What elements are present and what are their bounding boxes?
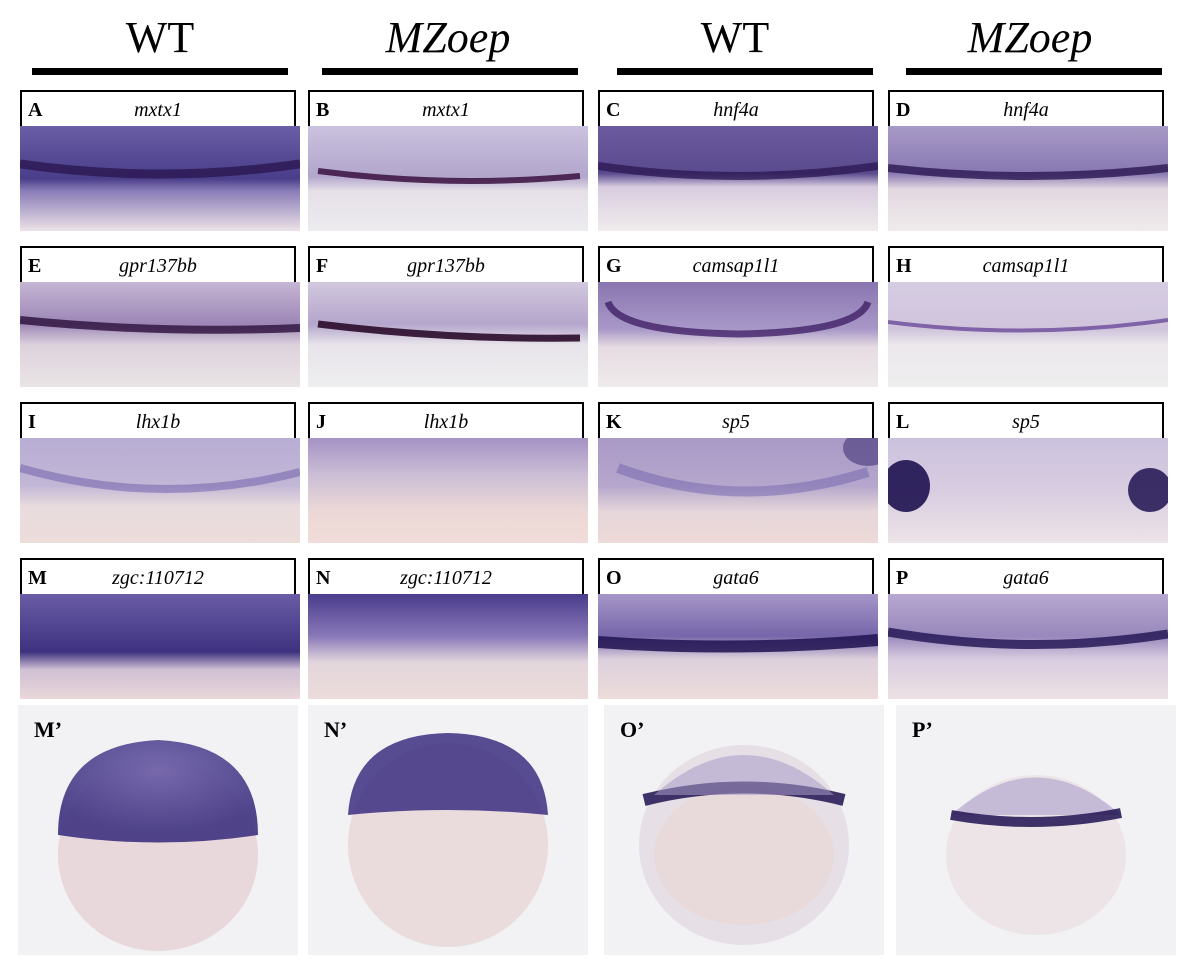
gene-name: lhx1b [423, 411, 469, 433]
panel-letter: A [28, 99, 43, 121]
embryo-image [888, 126, 1168, 231]
panel-label-box: D hnf4a [888, 90, 1164, 126]
embryo-image [308, 438, 588, 543]
gene-name: zgc:110712 [400, 567, 492, 589]
panel-letter: P [896, 567, 909, 589]
column-rule [322, 68, 578, 75]
panel-label-box: L sp5 [888, 402, 1164, 438]
panel-p-prime: P’ [896, 705, 1176, 955]
embryo-image [20, 126, 300, 231]
panel-label-box: P gata6 [888, 558, 1164, 594]
panel-letter: K [606, 411, 622, 433]
whole-embryo-image [18, 705, 298, 955]
whole-embryo-image [604, 705, 884, 955]
panel-label-box: A mxtx1 [20, 90, 296, 126]
embryo-image [888, 282, 1168, 387]
panel-letter: J [316, 411, 326, 433]
embryo-image [20, 438, 300, 543]
embryo-image [598, 282, 878, 387]
column-rule [32, 68, 288, 75]
panel-label-box: E gpr137bb [20, 246, 296, 282]
embryo-image [598, 594, 878, 699]
gene-name: zgc:110712 [112, 567, 204, 589]
embryo-image [308, 126, 588, 231]
panel-label-box: H camsap1l1 [888, 246, 1164, 282]
panel-letter: F [316, 255, 329, 277]
panel-label-box: N zgc:110712 [308, 558, 584, 594]
panel-letter: I [28, 411, 36, 433]
embryo-image [20, 282, 300, 387]
embryo-image [308, 594, 588, 699]
column-header-mzoep-1: MZoep [385, 13, 511, 62]
column-rule [617, 68, 873, 75]
panel-label-box: I lhx1b [20, 402, 296, 438]
panel-letter: L [896, 411, 910, 433]
panel-label-box: F gpr137bb [308, 246, 584, 282]
panel-label-box: K sp5 [598, 402, 874, 438]
embryo-image [888, 438, 1168, 543]
gene-name: gata6 [1003, 567, 1049, 589]
panel-letter: E [28, 255, 42, 277]
gene-name: lhx1b [135, 411, 181, 433]
panel-label-box: J lhx1b [308, 402, 584, 438]
gene-name: gpr137bb [119, 255, 197, 277]
column-header-wt-1: WT [125, 13, 195, 62]
panel-letter: O [606, 567, 622, 589]
panel-label-box: C hnf4a [598, 90, 874, 126]
column-rule [906, 68, 1162, 75]
panel-letter: P’ [912, 717, 933, 742]
panel-label-box: G camsap1l1 [598, 246, 874, 282]
panel-letter: N [316, 567, 331, 589]
gene-name: mxtx1 [422, 99, 470, 121]
panel-label-box: O gata6 [598, 558, 874, 594]
gene-name: mxtx1 [134, 99, 182, 121]
embryo-image [598, 438, 878, 543]
panel-o-prime: O’ [604, 705, 884, 955]
column-header-wt-2: WT [700, 13, 770, 62]
gene-name: hnf4a [713, 99, 759, 121]
embryo-image [308, 282, 588, 387]
panel-letter: G [606, 255, 622, 277]
gene-name: gpr137bb [407, 255, 485, 277]
panel-letter: H [896, 255, 912, 277]
panel-letter: O’ [620, 717, 645, 742]
gene-name: sp5 [1012, 411, 1040, 433]
panel-label-box: B mxtx1 [308, 90, 584, 126]
panel-letter: M [28, 567, 47, 589]
gene-name: gata6 [713, 567, 759, 589]
whole-embryo-image [308, 705, 588, 955]
gene-name: sp5 [722, 411, 750, 433]
embryo-image [888, 594, 1168, 699]
panel-letter: M’ [34, 717, 63, 742]
embryo-image [20, 594, 300, 699]
panel-m-prime: M’ [18, 705, 298, 955]
column-header-mzoep-2: MZoep [967, 13, 1093, 62]
gene-name: camsap1l1 [982, 255, 1070, 277]
gene-name: hnf4a [1003, 99, 1049, 121]
panel-n-prime: N’ [308, 705, 588, 955]
panel-letter: N’ [324, 717, 348, 742]
gene-name: camsap1l1 [692, 255, 780, 277]
panel-letter: B [316, 99, 330, 121]
whole-embryo-image [896, 705, 1176, 955]
embryo-image [598, 126, 878, 231]
panel-letter: C [606, 99, 621, 121]
panel-label-box: M zgc:110712 [20, 558, 296, 594]
panel-letter: D [896, 99, 911, 121]
